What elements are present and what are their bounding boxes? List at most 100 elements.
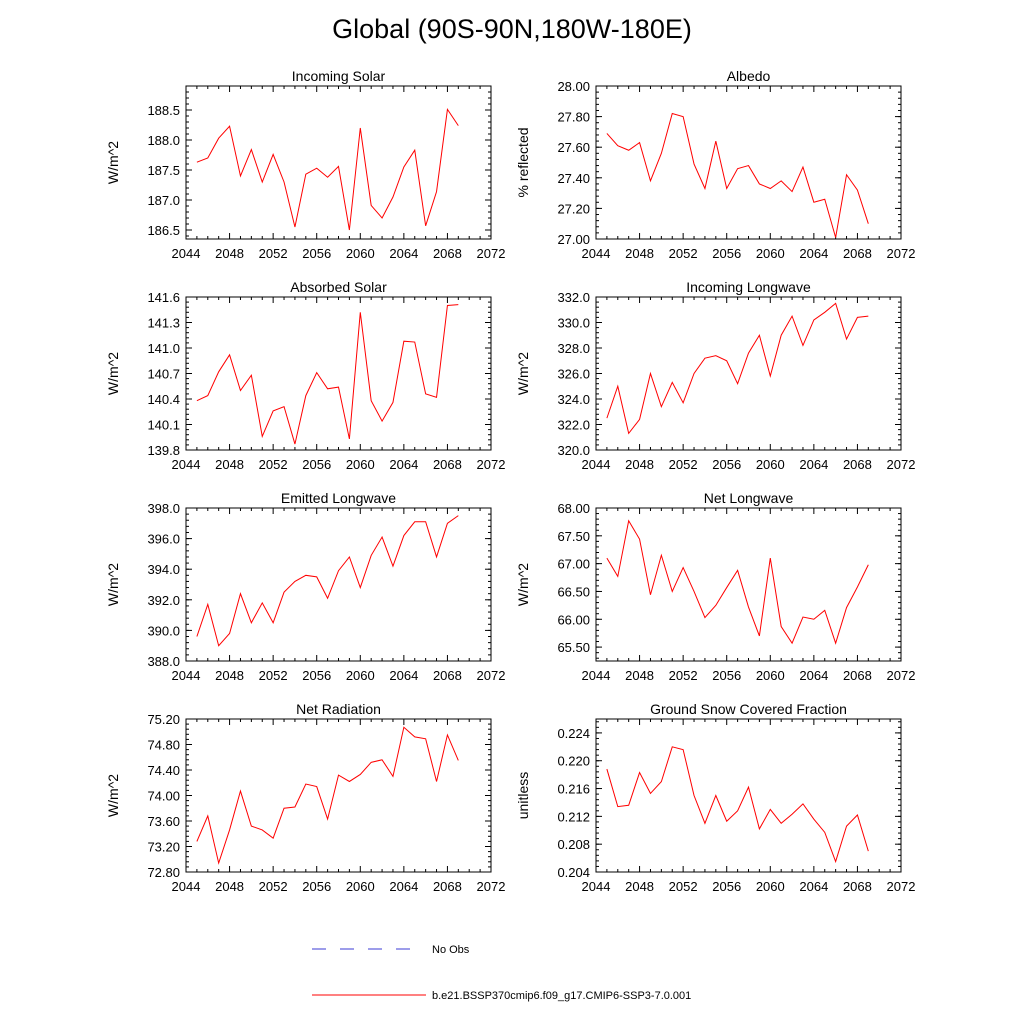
- y-tick-label: 396.0: [147, 532, 180, 547]
- y-tick-label: 66.00: [557, 612, 590, 627]
- x-tick-label: 2044: [582, 457, 611, 472]
- y-tick-label: 0.220: [557, 754, 590, 769]
- panel-title: Ground Snow Covered Fraction: [650, 701, 847, 717]
- y-tick-label: 141.6: [147, 290, 180, 305]
- chart-panel-2: Albedo % reflected 2044 2048 2052 2056 2060 206…: [515, 68, 915, 261]
- x-tick-label: 2044: [172, 668, 201, 683]
- x-tick-label: 2060: [756, 879, 785, 894]
- series-line: [196, 726, 459, 865]
- x-tick-label: 2052: [259, 879, 288, 894]
- x-tick-label: 2052: [669, 879, 698, 894]
- y-tick-label: 68.00: [557, 501, 590, 516]
- x-tick-label: 2060: [346, 457, 375, 472]
- x-tick-label: 2052: [259, 246, 288, 261]
- series-line: [196, 108, 459, 231]
- y-tick-label: 390.0: [147, 623, 180, 638]
- x-tick-label: 2068: [843, 879, 872, 894]
- y-tick-label: 141.0: [147, 341, 180, 356]
- y-tick-label: 187.5: [147, 163, 180, 178]
- x-tick-label: 2044: [582, 879, 611, 894]
- panel-title: Incoming Longwave: [686, 279, 811, 295]
- x-tick-label: 2052: [259, 668, 288, 683]
- chart-panel-6: Net Longwave W/m^2 2044 2048 2052 2056 2060 206…: [515, 490, 915, 683]
- plot-frame: [185, 718, 492, 873]
- series-line: [606, 112, 869, 238]
- y-tick-label: 320.0: [557, 443, 590, 458]
- x-tick-label: 2048: [625, 246, 654, 261]
- chart-panel-1: Incoming Solar W/m^2 2044 2048 2052 2056 2060 2…: [105, 68, 505, 261]
- y-tick-label: 73.60: [147, 814, 180, 829]
- y-tick-label: 73.20: [147, 840, 180, 855]
- x-tick-label: 2064: [799, 668, 828, 683]
- x-tick-label: 2044: [582, 246, 611, 261]
- x-tick-label: 2072: [477, 879, 506, 894]
- y-tick-label: 392.0: [147, 593, 180, 608]
- x-tick-label: 2064: [799, 457, 828, 472]
- y-tick-label: 27.80: [557, 110, 590, 125]
- chart-panel-4: Incoming Longwave W/m^2 2044 2048 2052 2056 20…: [515, 279, 915, 472]
- y-tick-label: 0.216: [557, 782, 590, 797]
- y-axis-label: W/m^2: [105, 774, 121, 817]
- x-tick-label: 2044: [172, 879, 201, 894]
- x-tick-label: 2052: [669, 457, 698, 472]
- x-tick-label: 2052: [669, 668, 698, 683]
- series-line: [196, 515, 459, 647]
- y-tick-label: 322.0: [557, 418, 590, 433]
- x-tick-label: 2048: [625, 457, 654, 472]
- y-axis-label: W/m^2: [105, 141, 121, 184]
- x-tick-label: 2064: [389, 879, 418, 894]
- x-tick-label: 2056: [302, 457, 331, 472]
- x-tick-label: 2064: [799, 246, 828, 261]
- y-tick-label: 27.00: [557, 232, 590, 247]
- x-tick-label: 2044: [172, 246, 201, 261]
- y-tick-label: 188.0: [147, 133, 180, 148]
- y-tick-label: 74.80: [147, 738, 180, 753]
- x-tick-label: 2068: [843, 246, 872, 261]
- y-axis-label: % reflected: [515, 127, 531, 197]
- x-tick-label: 2068: [433, 457, 462, 472]
- y-tick-label: 67.00: [557, 557, 590, 572]
- y-tick-label: 72.80: [147, 865, 180, 880]
- x-tick-label: 2056: [302, 668, 331, 683]
- y-axis-label: W/m^2: [105, 563, 121, 606]
- y-tick-label: 186.5: [147, 223, 180, 238]
- y-tick-label: 398.0: [147, 501, 180, 516]
- chart-panel-3: Absorbed Solar W/m^2 2044 2048 2052 2056 2060 2…: [105, 279, 505, 472]
- y-axis-label: W/m^2: [105, 352, 121, 395]
- x-tick-label: 2052: [259, 457, 288, 472]
- y-tick-label: 188.5: [147, 103, 180, 118]
- y-tick-label: 75.20: [147, 712, 180, 727]
- series-line: [196, 304, 459, 445]
- x-tick-label: 2060: [756, 246, 785, 261]
- x-tick-label: 2060: [756, 457, 785, 472]
- panel-title: Net Longwave: [704, 490, 794, 506]
- y-tick-label: 326.0: [557, 367, 590, 382]
- x-tick-label: 2048: [215, 457, 244, 472]
- x-tick-label: 2056: [712, 246, 741, 261]
- panel-title: Absorbed Solar: [290, 279, 387, 295]
- x-tick-label: 2064: [799, 879, 828, 894]
- plot-frame: [595, 718, 902, 873]
- y-axis-label: W/m^2: [515, 563, 531, 606]
- y-tick-label: 66.50: [557, 584, 590, 599]
- y-tick-label: 141.3: [147, 316, 180, 331]
- x-tick-label: 2068: [843, 668, 872, 683]
- x-tick-label: 2048: [625, 879, 654, 894]
- y-tick-label: 139.8: [147, 443, 180, 458]
- x-tick-label: 2068: [843, 457, 872, 472]
- y-tick-label: 0.204: [557, 865, 590, 880]
- x-tick-label: 2048: [215, 246, 244, 261]
- y-tick-label: 0.212: [557, 809, 590, 824]
- x-tick-label: 2072: [887, 668, 916, 683]
- y-tick-label: 330.0: [557, 316, 590, 331]
- x-tick-label: 2056: [712, 668, 741, 683]
- panel-title: Emitted Longwave: [281, 490, 396, 506]
- y-tick-label: 0.208: [557, 837, 590, 852]
- plot-frame: [595, 85, 902, 240]
- x-tick-label: 2048: [215, 668, 244, 683]
- y-tick-label: 27.60: [557, 140, 590, 155]
- x-tick-label: 2052: [669, 246, 698, 261]
- x-tick-label: 2072: [887, 879, 916, 894]
- x-tick-label: 2048: [215, 879, 244, 894]
- y-axis-label: W/m^2: [515, 352, 531, 395]
